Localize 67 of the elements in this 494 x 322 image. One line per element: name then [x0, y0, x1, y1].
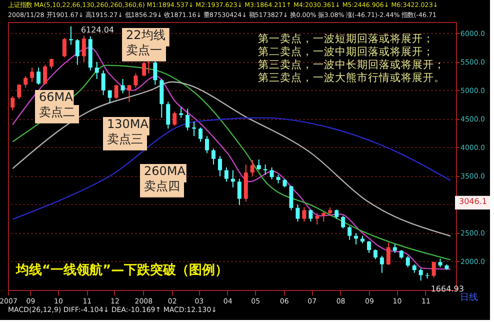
annotation: 6124.04 — [80, 25, 114, 34]
candlestick — [17, 84, 22, 100]
candlestick — [205, 136, 210, 154]
candlestick — [263, 164, 268, 176]
candlestick — [302, 206, 306, 222]
annotation: 130MA — [107, 117, 150, 131]
candlestick — [10, 96, 15, 111]
annotation: 22均线 — [126, 28, 166, 42]
candlestick — [101, 70, 106, 96]
candlestick — [142, 61, 146, 77]
candlestick — [43, 64, 48, 86]
candlestick — [380, 255, 384, 274]
annotation: 第三卖点，一波大熊市行情或将展开。 — [258, 71, 445, 84]
line-series — [12, 81, 452, 237]
candlestick — [172, 111, 177, 126]
text: 日线 — [460, 292, 478, 303]
annotation: 卖点一 — [126, 43, 162, 57]
candlestick — [198, 126, 203, 142]
candlestick — [179, 107, 184, 118]
line-series — [12, 117, 452, 220]
candlestick — [134, 72, 138, 88]
candlestick — [348, 226, 352, 240]
candlestick — [211, 148, 216, 166]
candlestick — [256, 158, 261, 171]
annotation: 66MA — [39, 90, 74, 104]
candlestick — [341, 215, 346, 229]
annotation: 第一卖点，一波短期回落或将展开； — [258, 32, 434, 45]
candlestick — [406, 255, 410, 268]
text: 均线“一线领航”—下跌突破（图例） — [15, 262, 228, 278]
candlestick — [373, 249, 378, 260]
candlestick — [386, 242, 390, 266]
candlestick — [418, 268, 423, 282]
annotation: 第二卖点，一波中期回落或将展开； — [258, 45, 434, 58]
candlestick — [160, 78, 164, 118]
candlestick — [82, 35, 86, 62]
candlestick — [166, 101, 170, 130]
candlestick — [186, 108, 190, 131]
candlestick — [94, 61, 99, 80]
candlestick — [24, 76, 28, 88]
annotation: 第三卖点，一波中长期回落或将展开； — [258, 58, 445, 71]
candlestick — [224, 166, 228, 182]
candlestick — [322, 210, 326, 222]
candlestick — [237, 178, 242, 206]
text: 3046.1 — [459, 196, 487, 206]
candlestick — [120, 78, 125, 94]
candlestick — [308, 209, 313, 222]
annotation: 卖点二 — [39, 105, 75, 119]
candlestick — [270, 166, 274, 180]
candlestick — [114, 84, 118, 100]
candlestick — [127, 84, 132, 102]
candlestick — [36, 67, 41, 86]
candlestick — [30, 67, 34, 82]
annotation: 卖点三 — [107, 132, 143, 146]
candlestick — [50, 58, 54, 70]
candlestick — [108, 89, 112, 104]
candlestick — [153, 60, 158, 86]
candlestick — [334, 209, 339, 220]
annotation: 260MA — [144, 164, 186, 178]
candlestick — [218, 156, 222, 176]
annotation: 卖点四 — [144, 179, 180, 193]
candlestick — [289, 185, 294, 211]
candlestick — [296, 204, 300, 222]
candlestick — [62, 37, 66, 58]
candlestick — [366, 240, 371, 254]
candlestick — [250, 159, 254, 176]
candlestick — [432, 260, 436, 278]
candlestick — [75, 38, 80, 66]
